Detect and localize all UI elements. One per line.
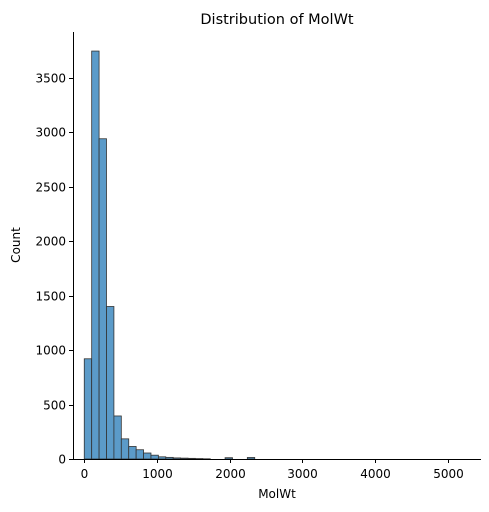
- x-axis-ticks: 0 1000 2000 3000 4000 5000: [81, 459, 464, 481]
- y-tick-label: 500: [43, 399, 66, 413]
- histogram-bar: [165, 456, 174, 460]
- histogram-bar: [83, 358, 93, 460]
- histogram-bar: [150, 454, 159, 460]
- histogram-bar: [180, 457, 189, 460]
- histogram-bar: [98, 138, 107, 460]
- x-axis-title: MolWt: [258, 487, 296, 501]
- x-tick-label: 0: [81, 467, 89, 481]
- y-tick-label: 2000: [35, 235, 66, 249]
- histogram-bar: [143, 452, 152, 460]
- x-tick-label: 2000: [215, 467, 246, 481]
- y-tick-label: 1500: [35, 290, 66, 304]
- histogram-bar: [135, 449, 144, 460]
- histogram-bar: [128, 446, 137, 460]
- y-axis-title: Count: [9, 227, 23, 263]
- y-tick-label: 0: [58, 453, 66, 467]
- histogram-bar: [172, 457, 182, 460]
- bars-group: [83, 50, 256, 460]
- chart-title: Distribution of MolWt: [200, 12, 354, 28]
- y-tick-label: 3500: [35, 72, 66, 86]
- histogram-bar: [224, 457, 233, 460]
- x-tick-label: 5000: [433, 467, 464, 481]
- histogram-bar: [113, 415, 122, 460]
- histogram-bar: [246, 457, 256, 460]
- y-tick-label: 3000: [35, 126, 66, 140]
- histogram-bar: [187, 457, 196, 460]
- x-tick-label: 4000: [360, 467, 391, 481]
- x-tick-label: 3000: [287, 467, 318, 481]
- y-tick-label: 2500: [35, 181, 66, 195]
- histogram-bar: [120, 438, 130, 460]
- histogram-bar: [91, 50, 100, 460]
- histogram-bar: [157, 456, 167, 460]
- histogram-bar: [106, 306, 115, 460]
- y-axis-ticks: 0 500 1000 1500 2000 2500 3000 3500: [35, 72, 73, 467]
- x-tick-label: 1000: [142, 467, 173, 481]
- y-tick-label: 1000: [35, 344, 66, 358]
